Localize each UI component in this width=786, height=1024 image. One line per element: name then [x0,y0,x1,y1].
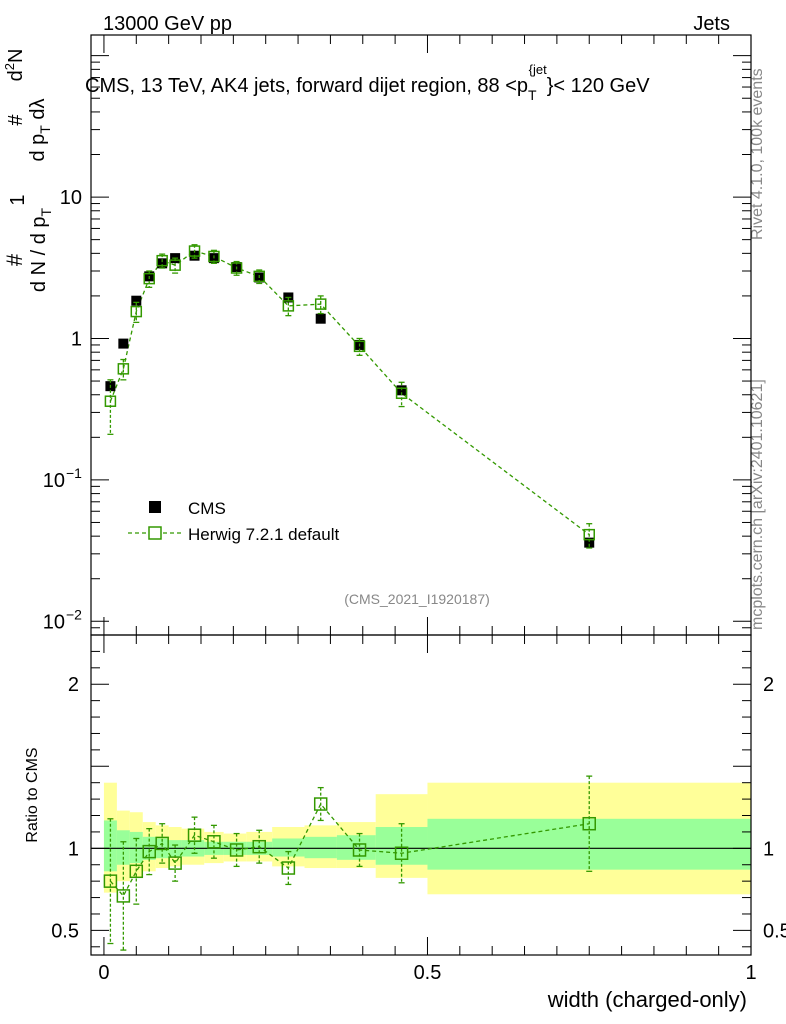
mcplots-label: mcplots.cern.ch [arXiv:2401.10621] [749,379,766,630]
main-ytick-label: 10 [43,611,65,633]
ratio-point [187,828,202,842]
ratio-point [116,889,131,903]
cms-point [584,537,595,548]
ratio-ytick-label: 1 [68,838,79,860]
mc-point [169,259,181,271]
mc-point [143,272,155,285]
xtick-label: 0 [98,962,109,984]
mc-point [314,298,327,310]
ratio-point [168,856,182,870]
band-stat-2 [129,831,143,864]
svg-text:d N / d pT: d N / d pT [28,207,54,292]
mc-point [353,340,366,353]
ratio-panel: 0 0.5 1 2 2 1 1 0.5 0.5 [51,35,786,984]
ratio-ytick-label-right: 0.5 [763,920,786,942]
mc-point [130,305,143,318]
rivet-label: Rivet 4.1.0, 100k events [749,68,766,240]
ratio-point [394,846,409,861]
svg-text:d2N: d2N [2,49,27,82]
legend: CMS Herwig 7.2.1 default [128,499,339,544]
legend-mc-marker [148,526,162,540]
ratio-ylabel: Ratio to CMS [24,747,41,842]
mc-point [230,262,243,274]
band-stat-11 [304,836,337,859]
ratio-point [155,836,169,851]
mc-point [282,300,295,312]
svg-text:#: # [5,114,27,126]
ratio-point [352,843,367,857]
main-frame [90,34,752,636]
ratio-point [103,874,118,888]
cms-point [131,295,142,306]
main-ytick-exponent: −1 [66,465,82,481]
legend-cms-marker [149,501,161,513]
legend-cms-label: CMS [188,499,226,518]
ratio-point [252,839,266,854]
ratio-ytick-label-right: 2 [763,674,774,696]
mc-point [253,270,265,283]
ratio-ytick-label: 0.5 [51,920,79,942]
main-ytick-label: 10 [60,187,82,209]
mc-point [208,250,220,263]
cms-point [315,313,326,324]
mc-point [156,254,168,267]
main-ytick-label: 10 [43,470,65,492]
energy-label: 13000 GeV pp [103,13,232,35]
mc-point [117,363,130,375]
ratio-point [582,816,596,831]
mc-line [109,250,590,536]
ratio-point [142,844,156,859]
ratio-ytick-label-right: 1 [763,838,774,860]
svg-text:#: # [2,253,27,266]
cms-point [157,258,168,269]
ratio-ytick-label: 2 [68,674,79,696]
svg-text:d pT dλ: d pT dλ [27,98,53,161]
cms-point [396,385,407,396]
main-ylabel: d N / d pT # 1 d pT dλ # d2N [2,49,54,292]
main-ytick-exponent: −2 [66,606,82,622]
legend-mc-label: Herwig 7.2.1 default [188,525,339,544]
mc-point [104,395,117,407]
xtick-label: 0.5 [414,962,442,984]
analysis-tag: (CMS_2021_I1920187) [344,591,490,607]
ratio-point [129,864,144,879]
mc-point [583,528,595,541]
cms-point [118,338,129,349]
main-ytick-label: 1 [71,328,82,350]
x-axis-label: width (charged-only) [547,987,747,1012]
mc-point [188,245,201,257]
band-stat-10 [272,838,305,857]
svg-text:1: 1 [7,194,29,205]
mc-point [395,387,408,399]
chart-title: CMS, 13 TeV, AK4 jets, forward dijet reg… [85,62,650,103]
category-label: Jets [693,13,730,35]
xtick-label: 1 [745,962,756,984]
ratio-frame [90,634,752,956]
ratio-point [313,797,328,811]
ratio-point [229,843,244,857]
ratio-point [281,861,296,875]
ratio-point [207,835,221,849]
